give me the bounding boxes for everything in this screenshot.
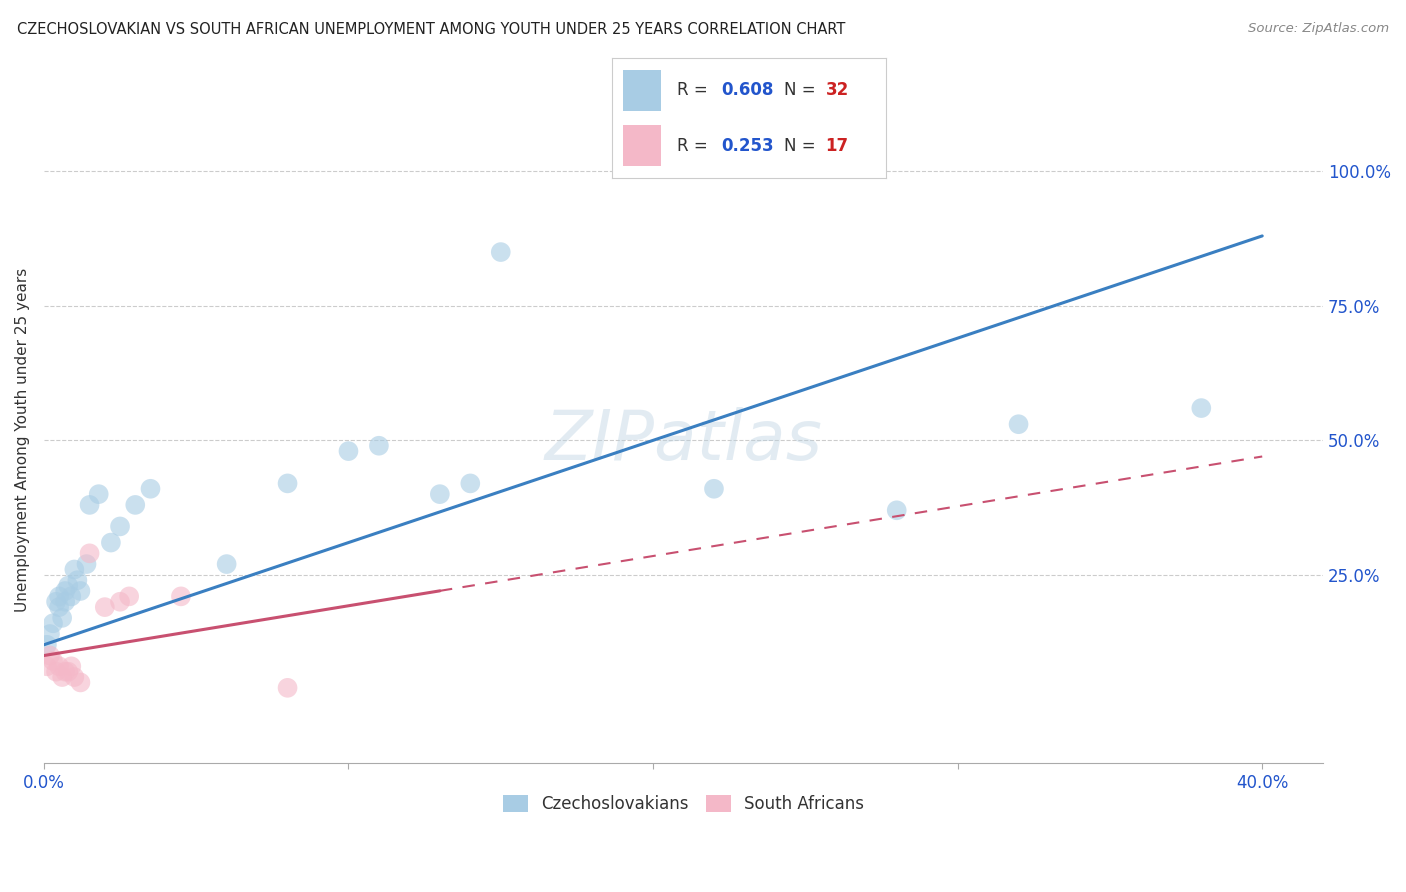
Point bbox=[79, 498, 101, 512]
Point bbox=[60, 590, 83, 604]
Point bbox=[53, 595, 76, 609]
Point bbox=[51, 670, 73, 684]
Point bbox=[429, 487, 451, 501]
Point bbox=[53, 665, 76, 679]
Point bbox=[124, 498, 146, 512]
Point bbox=[87, 487, 110, 501]
Point bbox=[458, 476, 481, 491]
Point bbox=[108, 519, 131, 533]
Point bbox=[100, 535, 122, 549]
Point bbox=[48, 590, 70, 604]
Point bbox=[69, 675, 91, 690]
Point bbox=[118, 590, 141, 604]
Point bbox=[69, 584, 91, 599]
Point bbox=[53, 584, 76, 599]
Point bbox=[886, 503, 908, 517]
Point bbox=[215, 557, 238, 571]
Point bbox=[63, 670, 86, 684]
Point bbox=[170, 590, 193, 604]
Point bbox=[1007, 417, 1029, 432]
Point bbox=[1189, 401, 1212, 415]
Point bbox=[35, 659, 58, 673]
Point bbox=[58, 579, 80, 593]
Point bbox=[66, 573, 89, 587]
Point bbox=[277, 681, 299, 695]
Point bbox=[39, 627, 62, 641]
Point bbox=[60, 659, 83, 673]
Point bbox=[337, 444, 360, 458]
Point bbox=[277, 476, 299, 491]
Legend: Czechoslovakians, South Africans: Czechoslovakians, South Africans bbox=[496, 788, 870, 820]
Text: CZECHOSLOVAKIAN VS SOUTH AFRICAN UNEMPLOYMENT AMONG YOUTH UNDER 25 YEARS CORRELA: CZECHOSLOVAKIAN VS SOUTH AFRICAN UNEMPLO… bbox=[17, 22, 845, 37]
Point bbox=[42, 654, 65, 668]
Point bbox=[48, 600, 70, 615]
Point bbox=[79, 546, 101, 560]
Point bbox=[139, 482, 162, 496]
Point bbox=[45, 595, 67, 609]
Y-axis label: Unemployment Among Youth under 25 years: Unemployment Among Youth under 25 years bbox=[15, 268, 30, 613]
Point bbox=[58, 665, 80, 679]
Point bbox=[368, 439, 391, 453]
Point bbox=[35, 638, 58, 652]
Point bbox=[489, 245, 512, 260]
Point bbox=[39, 648, 62, 663]
Point bbox=[48, 659, 70, 673]
Point bbox=[63, 562, 86, 576]
Point bbox=[108, 595, 131, 609]
Point bbox=[45, 665, 67, 679]
Point bbox=[94, 600, 117, 615]
Point bbox=[51, 611, 73, 625]
Text: ZIPatlas: ZIPatlas bbox=[544, 407, 823, 474]
Point bbox=[76, 557, 98, 571]
Text: Source: ZipAtlas.com: Source: ZipAtlas.com bbox=[1249, 22, 1389, 36]
Point bbox=[703, 482, 725, 496]
Point bbox=[42, 616, 65, 631]
